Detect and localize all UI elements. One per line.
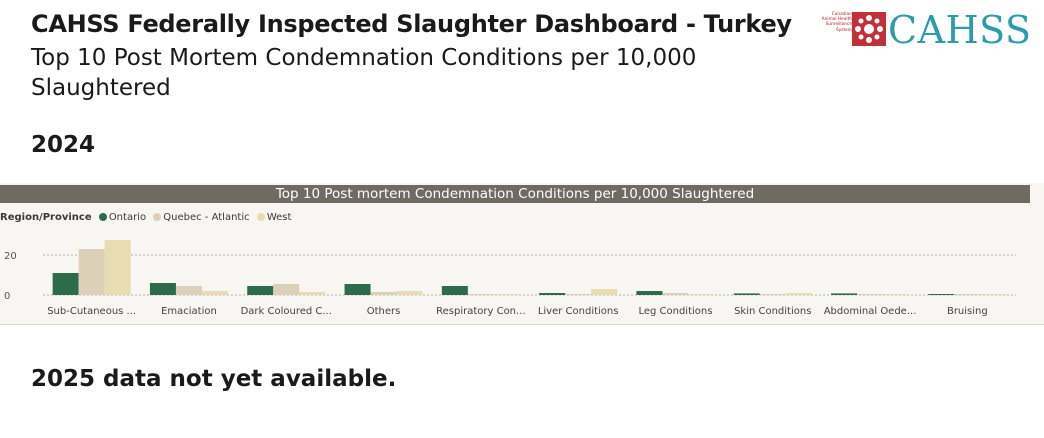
bar-0-0 [52,273,79,295]
chart-title: Top 10 Post mortem Condemnation Conditio… [0,185,1030,203]
legend-label-west: West [266,212,292,223]
bar-3-2 [396,291,423,295]
x-tick-label-0: Sub-Cutaneous ... [47,306,136,317]
x-tick-label-4: Respiratory Con... [436,306,525,317]
bar-4-1 [467,294,494,295]
legend-title: Region/Province [0,212,92,223]
logo-text: CAHSS [888,8,1032,52]
bar-7-0 [733,293,760,295]
legend-label-quebec-atlantic: Quebec - Atlantic [163,212,250,223]
logo-mark-icon [852,12,886,46]
bar-1-2 [201,291,228,295]
bar-3-0 [344,284,371,295]
bar-7-2 [785,293,812,295]
bar-1-1 [175,286,202,295]
bar-chart: 0 20 Sub-Cutaneous ... Emaciation Dark Colou… [4,240,1016,317]
x-tick-label-9: Bruising [947,306,988,317]
bar-5-2 [591,289,618,295]
legend-item-quebec-atlantic[interactable]: Quebec - Atlantic [153,212,250,223]
bar-2-2 [299,292,326,295]
x-tick-label-5: Liver Conditions [538,306,619,317]
bar-2-0 [247,286,274,295]
x-tick-label-8: Abdominal Oede... [824,306,917,317]
bar-8-1 [857,294,884,295]
legend-item-ontario[interactable]: Ontario [98,212,147,223]
bar-4-2 [493,294,520,295]
logo-small-text: Canadian Animal Health Surveillance Syst… [821,12,852,33]
bar-2-1 [273,284,300,295]
x-tick-label-2: Dark Coloured C... [241,306,332,317]
bar-9-0 [928,294,955,295]
bar-8-2 [883,294,910,295]
bar-4-0 [441,286,468,295]
cahss-logo: Canadian Animal Health Surveillance Syst… [818,8,1031,52]
x-tick-label-6: Leg Conditions [638,306,712,317]
legend-dot-quebec-atlantic [153,213,162,221]
bar-6-1 [662,293,689,295]
bar-9-2 [980,294,1007,295]
y-tick-label-20: 20 [4,251,17,262]
bar-1-0 [149,283,176,295]
bar-0-2 [104,240,131,295]
bar-3-1 [370,292,397,295]
bar-8-0 [831,293,858,295]
dashboard-title: CAHSS Federally Inspected Slaughter Dash… [31,10,792,38]
x-tick-label-3: Others [367,306,401,317]
legend-dot-west [256,213,265,221]
bar-5-1 [565,294,592,295]
bar-6-0 [636,291,663,295]
bar-0-1 [78,249,105,295]
x-tick-label-7: Skin Conditions [734,306,811,317]
bar-6-2 [688,294,715,295]
chart-legend: Region/Province Ontario Quebec - Atlanti… [0,212,291,223]
bar-9-1 [954,294,981,295]
dashboard-subtitle: Top 10 Post Mortem Condemnation Conditio… [31,45,697,101]
data-availability-note: 2025 data not yet available. [31,366,397,392]
chart-panel: Top 10 Post mortem Condemnation Conditio… [0,183,1044,325]
y-tick-label-0: 0 [4,291,10,302]
year-label: 2024 [31,132,96,158]
x-tick-label-1: Emaciation [161,306,217,317]
bar-5-0 [539,293,566,295]
legend-dot-ontario [98,213,107,221]
bar-7-1 [759,294,786,295]
legend-label-ontario: Ontario [108,212,147,223]
legend-item-west[interactable]: West [256,212,292,223]
